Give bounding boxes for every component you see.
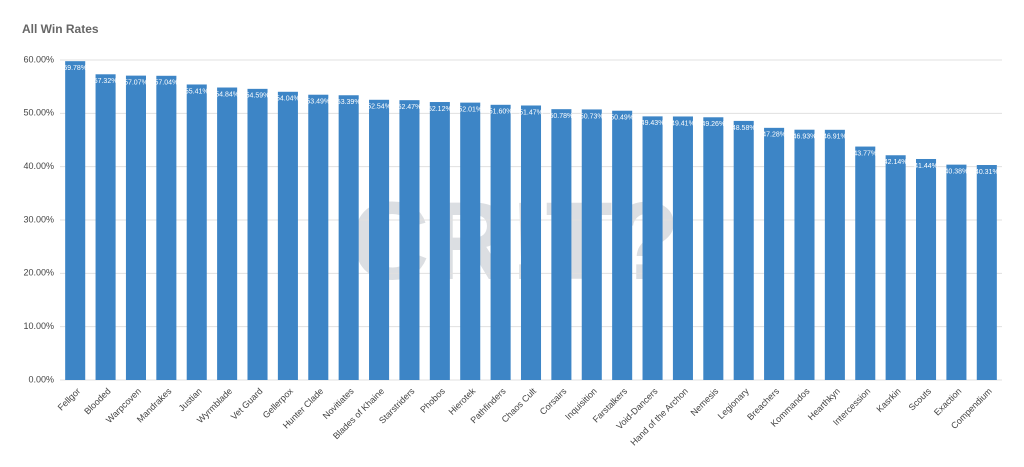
data-label: 50.49%	[610, 115, 634, 122]
bar	[186, 84, 207, 380]
y-tick-label: 20.00%	[23, 268, 54, 278]
chart-title: All Win Rates	[22, 22, 99, 36]
bar	[733, 120, 754, 380]
data-label: 46.93%	[793, 134, 817, 141]
bar	[916, 158, 937, 380]
data-label: 52.54%	[367, 104, 391, 111]
bar	[672, 116, 693, 380]
bar	[551, 109, 572, 380]
data-label: 57.32%	[94, 78, 118, 85]
bar	[247, 88, 268, 380]
data-label: 54.59%	[246, 93, 270, 100]
bar	[490, 104, 511, 381]
bar	[976, 165, 997, 380]
bar	[429, 102, 450, 380]
data-label: 52.01%	[458, 106, 482, 113]
data-label: 43.77%	[853, 150, 877, 157]
data-label: 53.49%	[306, 99, 330, 106]
bar	[642, 116, 663, 380]
bar	[885, 155, 906, 380]
bar	[581, 109, 602, 380]
data-label: 53.39%	[337, 99, 361, 106]
bar	[855, 146, 876, 380]
bar	[277, 91, 298, 380]
bar	[612, 110, 633, 380]
data-label: 40.38%	[945, 168, 969, 175]
bar	[824, 129, 845, 380]
bar	[764, 127, 785, 380]
data-label: 57.07%	[124, 79, 148, 86]
bar	[520, 105, 542, 380]
y-tick-label: 50.00%	[23, 108, 54, 118]
data-label: 50.78%	[550, 113, 574, 120]
bar	[460, 102, 481, 380]
data-label: 52.12%	[428, 106, 452, 113]
bar	[794, 129, 815, 380]
data-label: 59.78%	[63, 65, 87, 72]
data-label: 47.28%	[762, 132, 786, 139]
bar	[399, 100, 420, 380]
y-tick-label: 30.00%	[23, 214, 54, 224]
bar	[308, 94, 329, 380]
data-label: 40.31%	[975, 169, 999, 176]
bar	[217, 87, 238, 381]
bar	[369, 99, 390, 380]
data-label: 49.43%	[641, 120, 665, 127]
bar	[156, 75, 177, 380]
data-label: 50.73%	[580, 113, 604, 120]
bar	[703, 117, 724, 380]
data-label: 55.41%	[185, 88, 209, 95]
data-label: 51.47%	[519, 109, 543, 116]
bar	[946, 164, 967, 380]
y-tick-label: 10.00%	[23, 321, 54, 331]
y-tick-label: 60.00%	[23, 54, 54, 64]
data-label: 41.44%	[914, 163, 938, 170]
data-label: 48.58%	[732, 125, 756, 132]
bar	[338, 95, 359, 381]
bar	[65, 61, 86, 380]
y-tick-label: 0.00%	[28, 374, 54, 384]
data-label: 54.04%	[276, 96, 300, 103]
data-label: 49.41%	[671, 120, 695, 127]
data-label: 54.84%	[215, 91, 239, 98]
data-label: 57.04%	[154, 80, 178, 87]
data-label: 52.47%	[398, 104, 422, 111]
data-label: 46.91%	[823, 134, 847, 141]
bar	[125, 75, 146, 381]
y-tick-label: 40.00%	[23, 161, 54, 171]
bar	[95, 74, 116, 380]
data-label: 51.60%	[489, 109, 513, 116]
data-label: 42.14%	[884, 159, 908, 166]
data-label: 49.26%	[701, 121, 725, 128]
